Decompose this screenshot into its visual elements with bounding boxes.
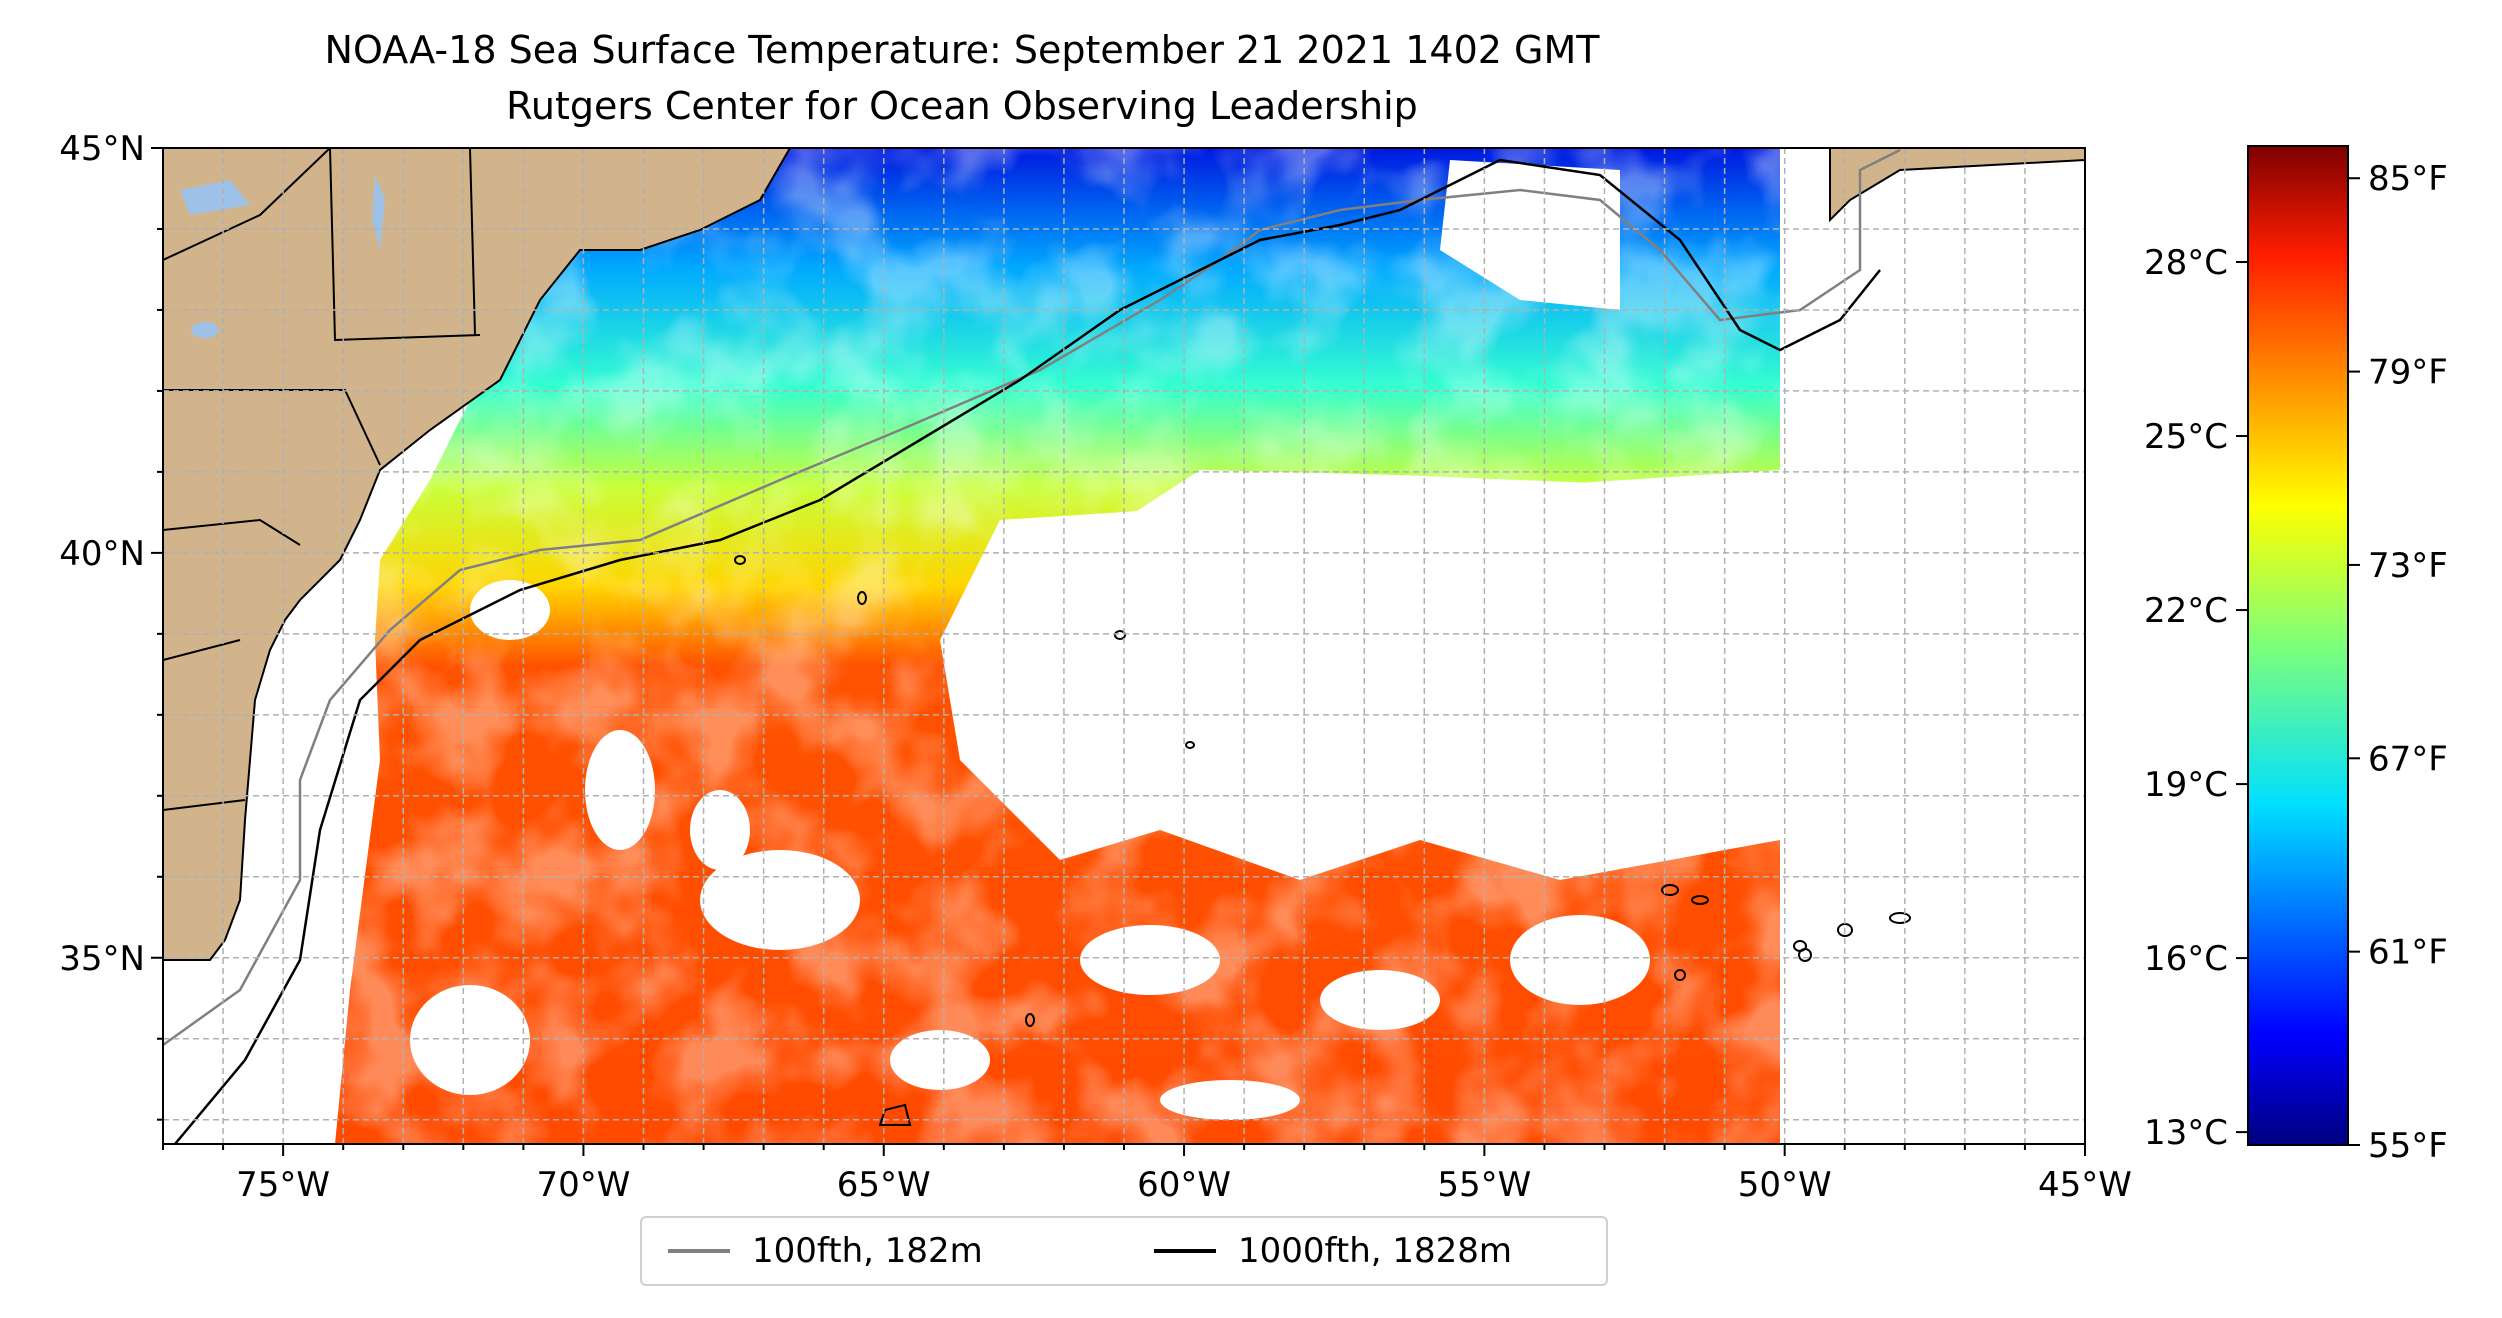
map-gridlines: [163, 148, 2085, 1144]
celsius-label: 28°C: [2144, 243, 2228, 283]
x-tick-label: 45°W: [2038, 1165, 2132, 1205]
isobath-1000fth: [174, 158, 1881, 1144]
y-tick-label: 45°N: [59, 129, 145, 169]
y-tick-label: 40°N: [59, 534, 145, 574]
celsius-label: 16°C: [2144, 939, 2228, 979]
fahrenheit-label: 61°F: [2368, 933, 2448, 973]
land-mass: [163, 148, 792, 961]
seamount-contours: [734, 555, 1911, 1126]
fahrenheit-label: 55°F: [2368, 1126, 2448, 1166]
map-axis-ticks: 75°W 70°W 65°W 60°W 55°W 50°W 45°W 45°N 40°N 35°N: [59, 129, 2132, 1205]
legend-swatch-black: [1154, 1249, 1216, 1253]
colorbar-celsius-scale: 28°C 25°C 22°C 19°C 16°C 13°C: [2144, 243, 2248, 1153]
celsius-label: 25°C: [2144, 417, 2228, 457]
land-mass-canada: [1829, 148, 2085, 223]
colorbar-gradient: [2247, 145, 2349, 1146]
x-tick-label: 65°W: [837, 1165, 931, 1205]
legend-label: 100fth, 182m: [752, 1231, 983, 1271]
fahrenheit-label: 85°F: [2368, 159, 2448, 199]
x-tick-label: 70°W: [536, 1165, 630, 1205]
legend-item-100fth: 100fth, 182m: [668, 1218, 983, 1284]
legend-swatch-gray: [668, 1249, 730, 1253]
x-tick-label: 75°W: [236, 1165, 330, 1205]
colorbar-fahrenheit-scale: 85°F 79°F 73°F 67°F 61°F 55°F: [2348, 159, 2448, 1166]
isobath-100fth: [163, 148, 1901, 1047]
fahrenheit-label: 73°F: [2368, 546, 2448, 586]
legend-label: 1000fth, 1828m: [1238, 1231, 1513, 1271]
map-legend: 100fth, 182m 1000fth, 1828m: [640, 1216, 1608, 1286]
map-subtitle: Rutgers Center for Ocean Observing Leade…: [506, 84, 1418, 128]
map-area: [163, 148, 2085, 1144]
colorbar: 28°C 25°C 22°C 19°C 16°C 13°C 85°F 79°F 73°F 67°…: [2144, 145, 2448, 1166]
celsius-label: 19°C: [2144, 765, 2228, 805]
celsius-label: 13°C: [2144, 1113, 2228, 1153]
legend-item-1000fth: 1000fth, 1828m: [1154, 1218, 1512, 1284]
map-title: NOAA-18 Sea Surface Temperature: Septemb…: [324, 28, 1600, 72]
lakes: [180, 175, 385, 338]
x-tick-label: 55°W: [1437, 1165, 1531, 1205]
fahrenheit-label: 67°F: [2368, 739, 2448, 779]
celsius-label: 22°C: [2144, 591, 2228, 631]
fahrenheit-label: 79°F: [2368, 353, 2448, 393]
x-tick-label: 50°W: [1738, 1165, 1832, 1205]
x-tick-label: 60°W: [1137, 1165, 1231, 1205]
y-tick-label: 35°N: [59, 939, 145, 979]
